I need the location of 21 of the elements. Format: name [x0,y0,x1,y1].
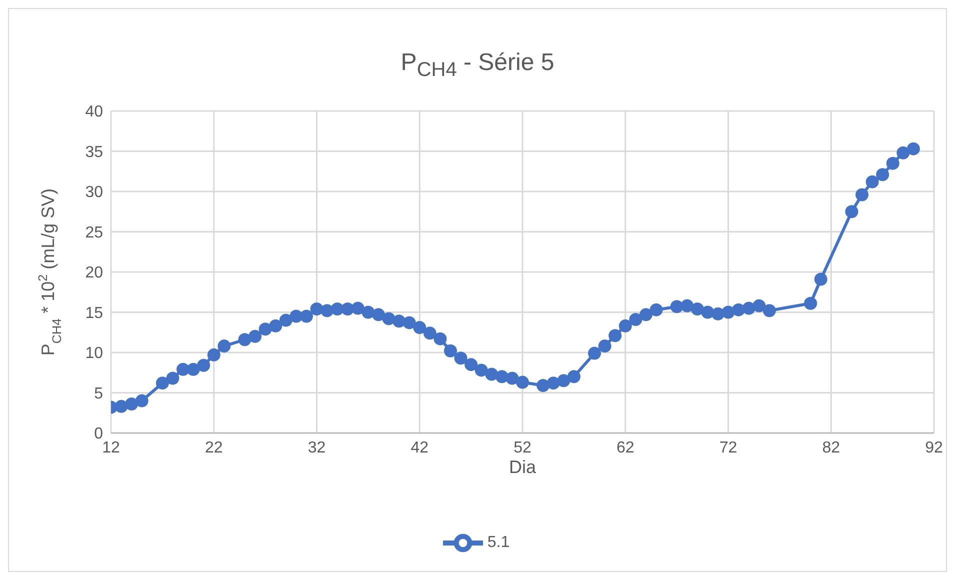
y-tick-label: 10 [85,345,104,362]
y-tick-label: 20 [85,264,104,282]
x-tick-label: 32 [308,439,326,456]
x-tick-label: 42 [410,439,429,456]
legend-label: 5.1 [487,534,510,552]
x-tick-label: 82 [822,439,840,456]
y-tick-label: 0 [94,426,104,443]
y-tick-label: 35 [85,144,104,161]
x-tick-label: 52 [514,439,532,456]
x-tick-label: 62 [616,439,634,456]
y-tick-label: 25 [85,224,104,242]
y-tick-label: 15 [85,304,104,322]
x-tick-label: 72 [719,439,738,456]
x-axis-title: Dia [508,457,537,477]
x-tick-label: 22 [204,439,223,456]
y-tick-label: 40 [85,104,104,121]
x-tick-label: 92 [925,439,943,456]
y-tick-label: 30 [85,184,104,202]
chart-title: P$_{CH4}$ - Série 5 [400,49,556,83]
y-tick-label: 5 [94,385,104,402]
x-tick-label: 12 [102,439,120,456]
